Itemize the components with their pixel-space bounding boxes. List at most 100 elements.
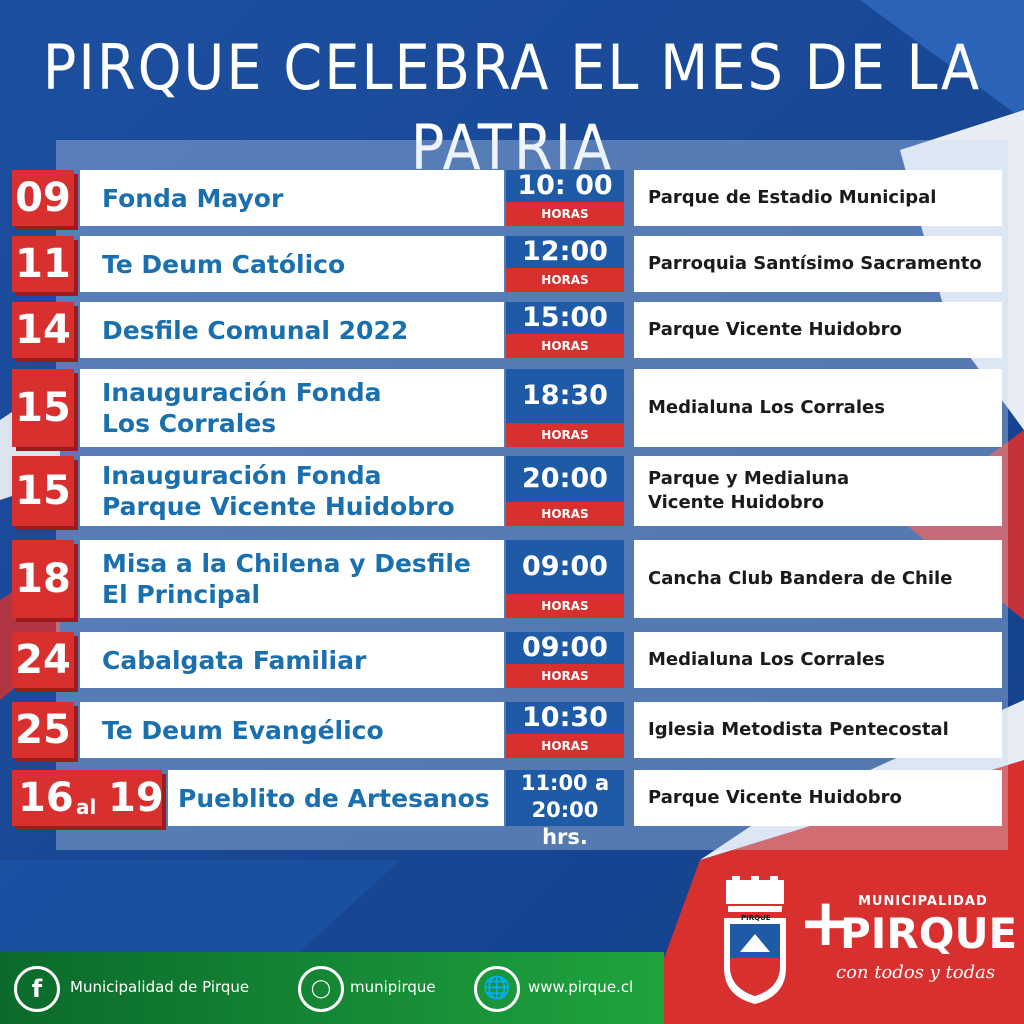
event-name-line: Inauguración Fonda — [102, 378, 382, 407]
event-place-line: Parroquia Santísimo Sacramento — [648, 253, 982, 274]
event-time: 10:30 — [506, 702, 624, 734]
event-name: Inauguración Fonda Parque Vicente Huidobr… — [80, 456, 504, 526]
event-time-unit: HORAS — [506, 423, 624, 447]
instagram-icon[interactable]: ◯ — [298, 966, 344, 1012]
event-name-line: Los Corrales — [102, 409, 277, 438]
event-time: 15:00 — [506, 302, 624, 334]
event-name: Desfile Comunal 2022 — [80, 302, 504, 358]
event-name-line: Parque Vicente Huidobro — [102, 492, 455, 521]
event-time-unit: HORAS — [506, 594, 624, 618]
event-name: Te Deum Católico — [80, 236, 504, 292]
event-day: 15 — [12, 369, 74, 447]
event-time-unit: HORAS — [506, 268, 624, 292]
logo-name: PIRQUE — [840, 909, 1018, 958]
event-name-line: Inauguración Fonda — [102, 461, 382, 490]
event-time-box: 10:30 HORAS — [506, 702, 624, 758]
event-name: Te Deum Evangélico — [80, 702, 504, 758]
range-start-day: 16 — [18, 775, 74, 821]
facebook-link[interactable]: Municipalidad de Pirque — [70, 978, 250, 996]
municipalidad-label: MUNICIPALIDAD — [858, 894, 988, 909]
date-range-badge: 16 al 19 — [12, 770, 164, 826]
event-place-line: Parque de Estadio Municipal — [648, 187, 937, 208]
event-time-box: 12:00 HORAS — [506, 236, 624, 292]
event-name: Cabalgata Familiar — [80, 632, 504, 688]
event-row: 14 Desfile Comunal 2022 15:00 HORAS Parque V… — [0, 302, 1024, 358]
event-name-line: Te Deum Católico — [102, 249, 346, 279]
event-place-line: Vicente Huidobro — [648, 492, 824, 513]
event-day: 18 — [12, 540, 74, 618]
special-event-row: 16 al 19 Pueblito de Artesanos 11:00 a 2… — [0, 770, 1024, 849]
event-day: 11 — [12, 236, 74, 292]
event-time-unit: HORAS — [506, 334, 624, 358]
event-place: Iglesia Metodista Pentecostal — [634, 702, 1002, 758]
event-time-unit: HORAS — [506, 202, 624, 226]
special-time-box: 11:00 a 20:00 hrs. — [506, 770, 624, 849]
event-place-line: Medialuna Los Corrales — [648, 397, 885, 418]
event-time: 12:00 — [506, 236, 624, 268]
event-place: Parque y Medialuna Vicente Huidobro — [634, 456, 1002, 526]
special-time-end: 20:00 hrs. — [531, 798, 599, 849]
event-row: 09 Fonda Mayor 10: 00 HORAS Parque de Estadi… — [0, 170, 1024, 226]
event-row: 11 Te Deum Católico 12:00 HORAS Parroquia Sa… — [0, 236, 1024, 292]
event-row: 15 Inauguración Fonda Los Corrales 18:30 HOR… — [0, 369, 1024, 447]
event-time-box: 18:30 HORAS — [506, 369, 624, 447]
event-name: Inauguración Fonda Los Corrales — [80, 369, 504, 447]
event-time: 18:30 — [506, 369, 624, 423]
event-name-line: El Principal — [102, 580, 261, 609]
event-row: 15 Inauguración Fonda Parque Vicente Huido… — [0, 456, 1024, 526]
event-place: Parroquia Santísimo Sacramento — [634, 236, 1002, 292]
plus-icon: + — [798, 884, 854, 961]
event-time: 20:00 — [506, 456, 624, 502]
range-end-day: 19 — [108, 775, 164, 821]
facebook-icon[interactable]: f — [14, 966, 60, 1012]
event-time-box: 10: 00 HORAS — [506, 170, 624, 226]
event-time-box: 09:00 HORAS — [506, 540, 624, 618]
event-name: Misa a la Chilena y Desfile El Principal — [80, 540, 504, 618]
municipal-crest — [724, 876, 786, 1004]
pirque-logo: + MUNICIPALIDAD PIRQUE con todos y todas — [798, 888, 1020, 998]
event-place-line: Cancha Club Bandera de Chile — [648, 568, 953, 589]
website-link[interactable]: www.pirque.cl — [528, 978, 634, 996]
event-name-line: Fonda Mayor — [102, 183, 284, 213]
event-place-line: Iglesia Metodista Pentecostal — [648, 719, 949, 740]
event-time-box: 15:00 HORAS — [506, 302, 624, 358]
event-time-unit: HORAS — [506, 734, 624, 758]
globe-icon[interactable]: 🌐 — [474, 966, 520, 1012]
event-place: Parque Vicente Huidobro — [634, 302, 1002, 358]
event-day: 24 — [12, 632, 74, 688]
event-day: 14 — [12, 302, 74, 358]
event-time-unit: HORAS — [506, 664, 624, 688]
event-place: Medialuna Los Corrales — [634, 632, 1002, 688]
event-time-box: 20:00 HORAS — [506, 456, 624, 526]
event-time: 09:00 — [506, 632, 624, 664]
event-time: 09:00 — [506, 540, 624, 594]
event-time-box: 09:00 HORAS — [506, 632, 624, 688]
event-place-line: Medialuna Los Corrales — [648, 649, 885, 670]
event-day: 09 — [12, 170, 74, 226]
special-event-name: Pueblito de Artesanos — [168, 770, 504, 826]
event-time: 10: 00 — [506, 170, 624, 202]
event-day: 15 — [12, 456, 74, 526]
event-name: Fonda Mayor — [80, 170, 504, 226]
event-row: 25 Te Deum Evangélico 10:30 HORAS Iglesia Me… — [0, 702, 1024, 758]
event-place: Cancha Club Bandera de Chile — [634, 540, 1002, 618]
footer-bar: f Municipalidad de Pirque ◯ munipirque 🌐… — [0, 952, 664, 1024]
event-row: 24 Cabalgata Familiar 09:00 HORAS Medialuna … — [0, 632, 1024, 688]
range-connector: al — [76, 795, 97, 819]
event-place-line: Parque Vicente Huidobro — [648, 319, 902, 340]
event-name-line: Te Deum Evangélico — [102, 715, 384, 745]
crest-label: PIRQUE — [741, 914, 771, 922]
event-time-unit: HORAS — [506, 502, 624, 526]
event-place-line: Parque y Medialuna — [648, 468, 850, 489]
event-name-line: Cabalgata Familiar — [102, 645, 367, 675]
event-row: 18 Misa a la Chilena y Desfile El Principa… — [0, 540, 1024, 618]
instagram-link[interactable]: munipirque — [350, 978, 436, 996]
event-name-line: Misa a la Chilena y Desfile — [102, 549, 471, 578]
special-event-place: Parque Vicente Huidobro — [634, 770, 1002, 826]
event-day: 25 — [12, 702, 74, 758]
event-place: Parque de Estadio Municipal — [634, 170, 1002, 226]
special-time-start: 11:00 a — [520, 771, 610, 795]
logo-slogan: con todos y todas — [836, 962, 996, 983]
event-name-line: Desfile Comunal 2022 — [102, 315, 409, 345]
event-place: Medialuna Los Corrales — [634, 369, 1002, 447]
